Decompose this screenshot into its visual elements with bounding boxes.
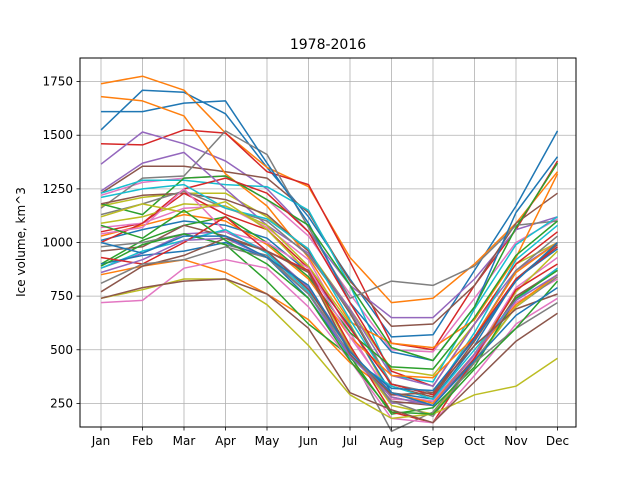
series-line-23 xyxy=(100,192,558,396)
chart-title: 1978-2016 xyxy=(290,37,366,53)
y-axis-title: Ice volume, km^3 xyxy=(14,187,28,297)
y-tick-label: 1250 xyxy=(42,182,73,196)
series-line-12 xyxy=(100,162,559,362)
y-tick-label: 500 xyxy=(50,343,73,357)
x-tick-label: Sep xyxy=(422,434,445,448)
x-tick-label: Mar xyxy=(173,434,196,448)
series-line-30 xyxy=(100,241,559,392)
y-tick-label: 1000 xyxy=(42,236,73,250)
series-line-10 xyxy=(101,100,559,362)
series-line-6 xyxy=(100,175,558,353)
series-line-41 xyxy=(100,235,558,407)
x-tick-label: Apr xyxy=(215,434,236,448)
x-tick-label: Nov xyxy=(504,434,527,448)
x-tick-label: Dec xyxy=(546,434,569,448)
y-tick-label: 250 xyxy=(50,396,73,410)
series-line-35 xyxy=(100,237,558,396)
series-line-40 xyxy=(100,278,558,424)
series-line-11 xyxy=(100,95,559,349)
series-line-4 xyxy=(100,131,558,319)
x-tick-label: May xyxy=(255,434,280,448)
series-line-36 xyxy=(100,258,558,424)
x-tick-label: Oct xyxy=(464,434,485,448)
series-line-39 xyxy=(100,209,559,415)
data-series xyxy=(100,75,559,433)
series-line-33 xyxy=(100,216,558,424)
y-tick-label: 1500 xyxy=(42,128,73,142)
x-tick-label: Jun xyxy=(298,434,318,448)
x-tick-label: Aug xyxy=(380,434,403,448)
x-tick-label: Feb xyxy=(132,434,153,448)
series-line-38 xyxy=(100,278,558,420)
y-axis: 250 500 750 1000 1250 1500 1750 xyxy=(42,75,80,410)
series-line-19 xyxy=(100,183,558,396)
y-tick-label: 1750 xyxy=(42,75,73,89)
y-tick-label: 750 xyxy=(50,289,73,303)
series-line-34 xyxy=(100,237,558,407)
series-line-32 xyxy=(100,233,558,415)
series-line-22 xyxy=(100,216,558,370)
x-tick-label: Jan xyxy=(91,434,111,448)
x-tick-label: Jul xyxy=(342,434,357,448)
series-line-37 xyxy=(100,246,558,418)
series-line-9 xyxy=(100,179,558,383)
x-axis: Jan Feb Mar Apr May Jun Jul Aug Sep Oct Nov Dec xyxy=(91,427,569,448)
